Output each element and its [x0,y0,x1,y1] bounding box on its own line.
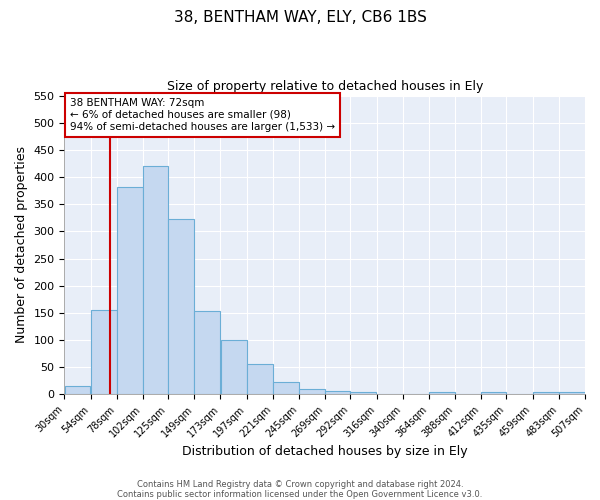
Bar [247,364,273,394]
Bar [559,392,585,394]
Bar [143,166,168,394]
Bar [194,311,220,394]
Bar [168,219,194,394]
Bar [429,392,455,394]
Bar [299,389,325,394]
Y-axis label: Number of detached properties: Number of detached properties [15,146,28,344]
Bar [91,310,116,394]
Bar [350,392,376,394]
Bar [533,392,559,394]
Bar [221,340,247,394]
Bar [65,386,91,394]
Text: 38 BENTHAM WAY: 72sqm
← 6% of detached houses are smaller (98)
94% of semi-detac: 38 BENTHAM WAY: 72sqm ← 6% of detached h… [70,98,335,132]
Text: Contains public sector information licensed under the Open Government Licence v3: Contains public sector information licen… [118,490,482,499]
Title: Size of property relative to detached houses in Ely: Size of property relative to detached ho… [167,80,483,93]
Bar [481,392,506,394]
X-axis label: Distribution of detached houses by size in Ely: Distribution of detached houses by size … [182,444,467,458]
Bar [117,187,143,394]
Text: 38, BENTHAM WAY, ELY, CB6 1BS: 38, BENTHAM WAY, ELY, CB6 1BS [173,10,427,25]
Text: Contains HM Land Registry data © Crown copyright and database right 2024.: Contains HM Land Registry data © Crown c… [137,480,463,489]
Bar [325,390,350,394]
Bar [273,382,299,394]
